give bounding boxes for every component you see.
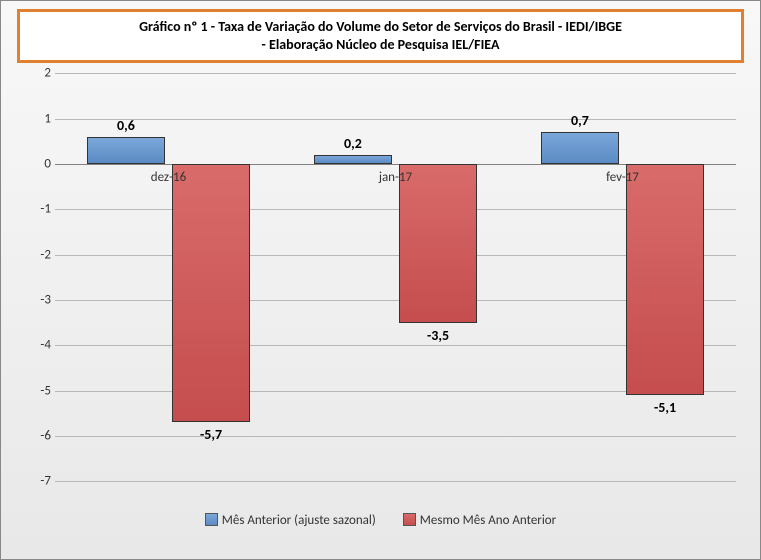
y-tick-label: -2 [17,247,51,262]
bar [314,155,392,164]
legend-label-1: Mês Anterior (ajuste sazonal) [222,513,376,528]
value-label: -3,5 [427,327,449,344]
y-tick-label: -1 [17,202,51,217]
chart-title-line1: Gráfico nº 1 - Taxa de Variação do Volum… [139,18,622,35]
y-tick-label: -6 [17,429,51,444]
y-tick-label: 0 [17,157,51,172]
gridline [55,119,736,120]
y-tick-label: -3 [17,293,51,308]
gridline [55,436,736,437]
y-tick-label: -7 [17,474,51,489]
gridline [55,481,736,482]
value-label: 0,6 [117,117,135,134]
chart-area: 2 1 0 -1 -2 -3 -4 -5 -6 -7 0,6 -5,7 dez-16 0,2 -3,5 ja… [17,69,744,509]
bar [172,164,250,422]
category-label: jan-17 [379,170,412,185]
value-label: 0,7 [571,112,589,129]
value-label: 0,2 [344,135,362,152]
value-label: -5,1 [654,399,676,416]
bar [399,164,477,323]
legend-swatch-red [403,513,416,526]
y-tick-label: -4 [17,338,51,353]
legend-item-2: Mesmo Mês Ano Anterior [403,513,556,528]
category-label: fev-17 [606,170,639,185]
y-tick-label: 1 [17,111,51,126]
bar [626,164,704,395]
category-label: dez-16 [151,170,186,185]
gridline [55,73,736,74]
y-tick-label: -5 [17,383,51,398]
legend-swatch-blue [205,513,218,526]
value-label: -5,7 [200,426,222,443]
chart-title-line2: - Elaboração Núcleo de Pesquisa IEL/FIEA [262,36,500,53]
chart-title: Gráfico nº 1 - Taxa de Variação do Volum… [17,9,744,63]
legend: Mês Anterior (ajuste sazonal) Mesmo Mês … [9,513,752,528]
legend-label-2: Mesmo Mês Ano Anterior [420,513,556,528]
y-tick-label: 2 [17,66,51,81]
plot-area: 0,6 -5,7 dez-16 0,2 -3,5 jan-17 0,7 -5,1 fev-17 [55,73,736,481]
bar [87,137,165,164]
legend-item-1: Mês Anterior (ajuste sazonal) [205,513,376,528]
bar [541,132,619,164]
